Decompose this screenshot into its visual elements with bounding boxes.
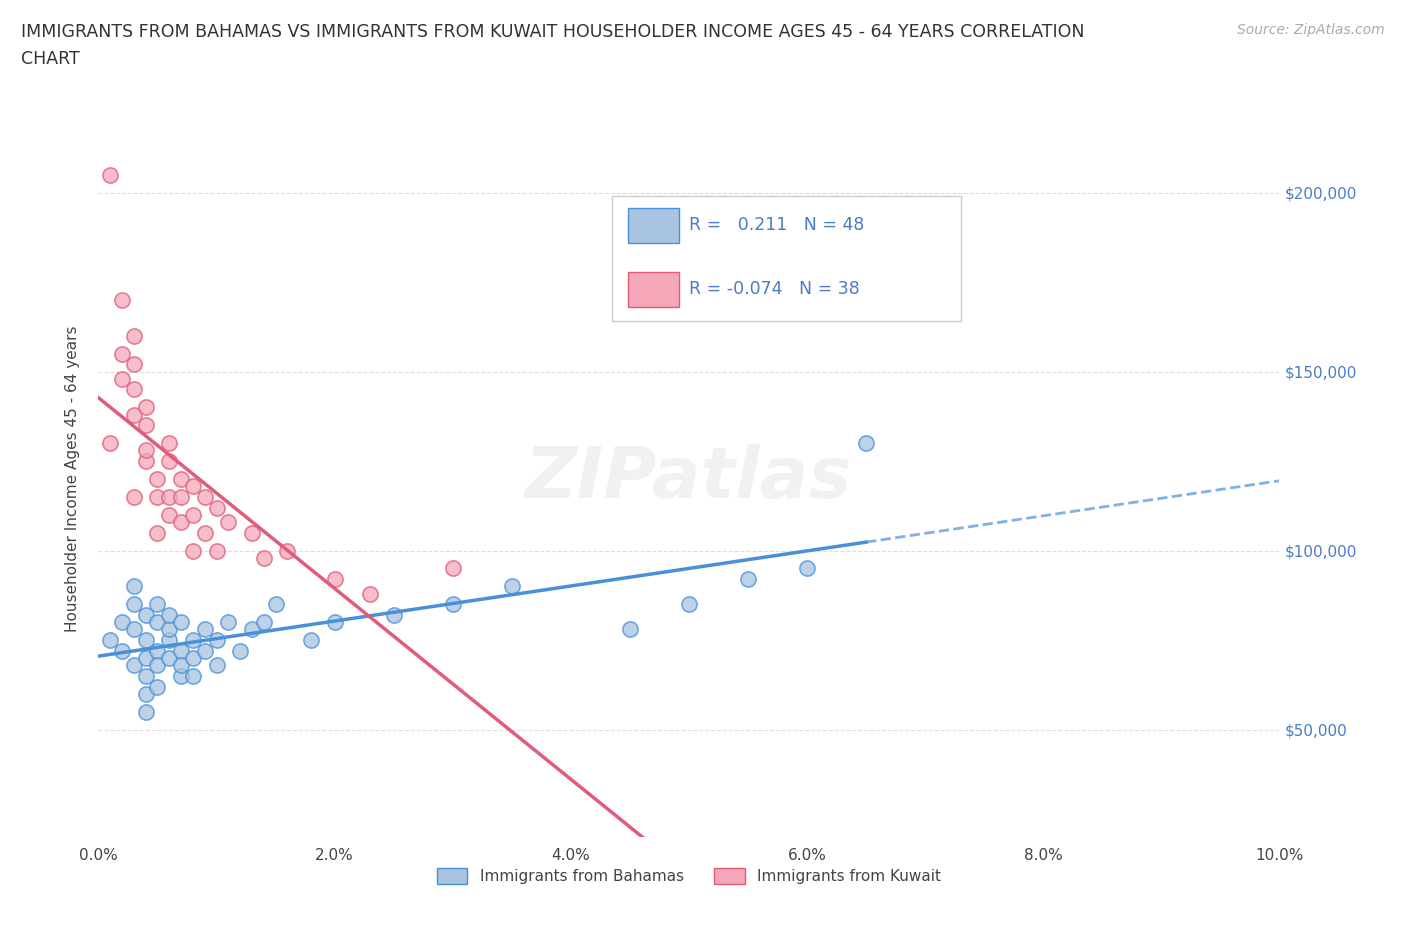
Point [122,407,145,422]
Point [441,561,464,576]
Point [111,371,134,386]
Point [181,543,204,558]
Point [98,435,121,451]
Point [135,669,157,684]
Point [122,382,145,397]
Point [135,632,157,647]
Point [111,644,134,658]
Point [111,615,134,630]
Point [135,704,157,719]
Point [122,328,145,343]
Point [170,615,193,630]
Point [146,615,169,630]
Point [146,525,169,540]
Point [181,479,204,494]
Point [157,622,180,637]
Text: R =   0.211   N = 48: R = 0.211 N = 48 [689,217,865,234]
Point [170,644,193,658]
Point [796,561,818,576]
Point [157,435,180,451]
Point [157,489,180,504]
Point [170,514,193,529]
Point [157,651,180,666]
Point [122,658,145,672]
Point [111,292,134,307]
Point [619,622,641,637]
Point [135,454,157,469]
Point [323,615,346,630]
Point [181,508,204,523]
Y-axis label: Householder Income Ages 45 - 64 years: Householder Income Ages 45 - 64 years [65,326,80,632]
Point [205,500,228,515]
Point [135,400,157,415]
Point [122,622,145,637]
Point [122,357,145,372]
Point [146,597,169,612]
Point [253,615,276,630]
Point [501,578,523,594]
Point [205,632,228,647]
Point [264,597,287,612]
Point [170,669,193,684]
Point [146,679,169,694]
Point [135,443,157,458]
Point [181,651,204,666]
Point [323,572,346,587]
Point [170,489,193,504]
Point [240,622,263,637]
FancyBboxPatch shape [627,272,679,307]
Point [737,572,759,587]
Text: ZIPatlas: ZIPatlas [526,445,852,513]
Point [157,508,180,523]
Point [135,651,157,666]
Point [122,597,145,612]
Point [194,644,217,658]
Point [157,454,180,469]
Point [855,435,877,451]
Point [135,607,157,622]
Point [146,658,169,672]
Point [98,167,121,182]
Point [111,346,134,361]
FancyBboxPatch shape [627,207,679,243]
Point [157,632,180,647]
Point [382,607,405,622]
Point [194,489,217,504]
Point [135,686,157,701]
Point [146,644,169,658]
Legend: Immigrants from Bahamas, Immigrants from Kuwait: Immigrants from Bahamas, Immigrants from… [430,862,948,890]
Text: IMMIGRANTS FROM BAHAMAS VS IMMIGRANTS FROM KUWAIT HOUSEHOLDER INCOME AGES 45 - 6: IMMIGRANTS FROM BAHAMAS VS IMMIGRANTS FR… [21,23,1084,68]
FancyBboxPatch shape [612,196,960,322]
Point [678,597,700,612]
Point [194,622,217,637]
Point [194,525,217,540]
Point [276,543,298,558]
Point [359,586,381,601]
Point [217,615,239,630]
Point [229,644,252,658]
Point [146,472,169,486]
Point [170,658,193,672]
Point [299,632,322,647]
Point [98,632,121,647]
Point [240,525,263,540]
Point [181,669,204,684]
Point [135,418,157,432]
Point [170,472,193,486]
Text: R = -0.074   N = 38: R = -0.074 N = 38 [689,280,859,299]
Text: Source: ZipAtlas.com: Source: ZipAtlas.com [1237,23,1385,37]
Point [181,632,204,647]
Point [253,551,276,565]
Point [205,543,228,558]
Point [122,578,145,594]
Point [217,514,239,529]
Point [122,489,145,504]
Point [146,489,169,504]
Point [157,607,180,622]
Point [441,597,464,612]
Point [205,658,228,672]
